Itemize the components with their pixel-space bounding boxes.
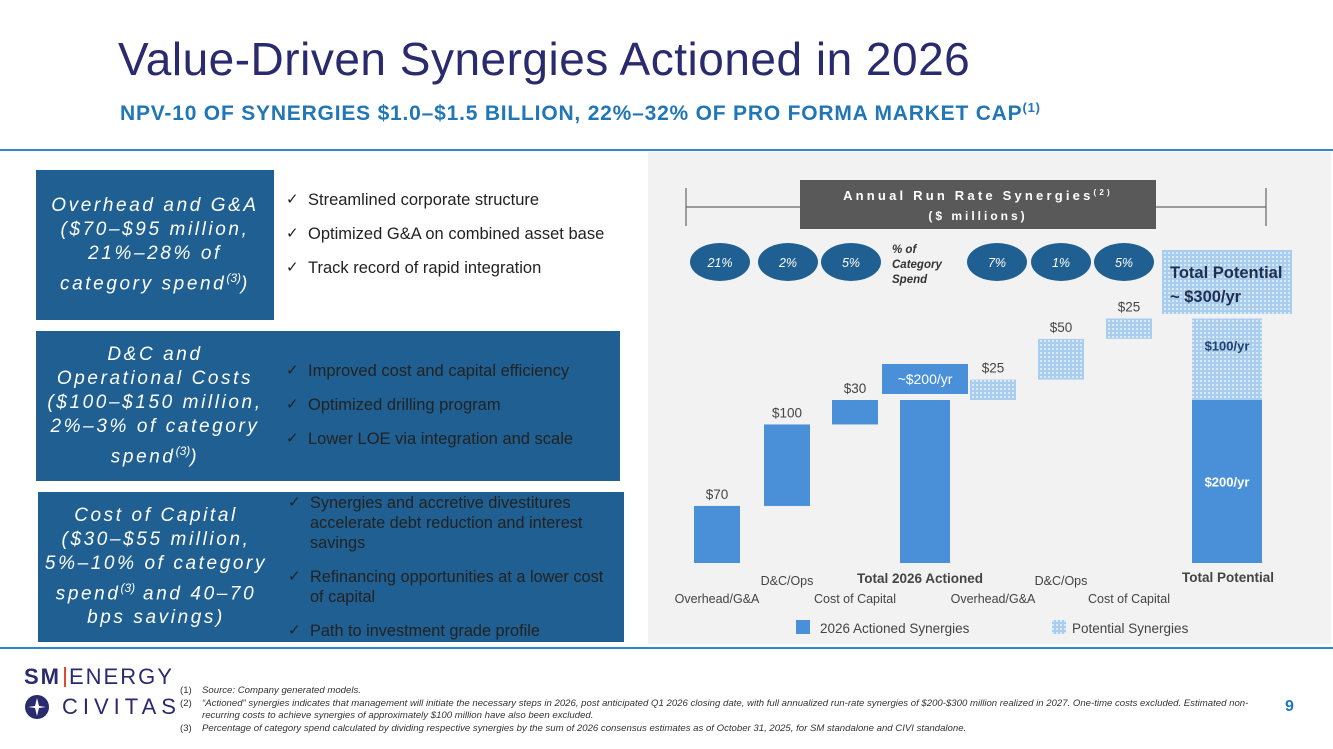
sm-energy-logo: SM ENERGY	[24, 664, 174, 689]
pct-ellipse	[758, 243, 818, 281]
bar-total-actioned	[1192, 400, 1262, 563]
bar-actioned	[764, 424, 810, 506]
bullet-item: ✓ Improved cost and capital efficiency	[286, 362, 570, 380]
pct-ellipse	[1031, 243, 1091, 281]
check-icon: ✓	[286, 430, 299, 447]
pct-value: 21%	[706, 256, 732, 270]
page-subtitle: NPV-10 OF SYNERGIES $1.0–$1.5 BILLION, 2…	[120, 100, 1041, 125]
bar-potential	[970, 379, 1016, 400]
x-axis-label: Cost of Capital	[1088, 592, 1170, 606]
bar-value-label: $25	[1118, 300, 1141, 315]
bar-value-label: $100	[772, 405, 802, 420]
check-icon: ✓	[286, 259, 299, 276]
page-number: 9	[1285, 698, 1294, 715]
bullets-dc-ops: ✓ Improved cost and capital efficiency ✓ O…	[286, 361, 616, 463]
legend-label-potential: Potential Synergies	[1072, 621, 1189, 636]
check-icon: ✓	[288, 568, 301, 585]
pct-value: 5%	[842, 256, 860, 270]
x-axis-label: D&C/Ops	[761, 574, 814, 588]
pct-value: 2%	[778, 256, 797, 270]
bar-value-label: $50	[1050, 320, 1073, 335]
bullet-item: ✓ Lower LOE via integration and scale	[286, 430, 574, 448]
legend-swatch-potential	[1052, 620, 1066, 634]
bullet-item: ✓ Track record of rapid integration	[286, 259, 542, 277]
bar-inner-label: $100/yr	[1205, 339, 1250, 354]
footnote-item: (3) Percentage of category spend calculat…	[180, 722, 967, 734]
bullet-item: ✓ Optimized G&A on combined asset base	[286, 225, 605, 243]
chart-panel: Annual Run Rate Synergies(2) ($ millions…	[648, 152, 1331, 644]
pct-ellipse	[967, 243, 1027, 281]
pct-category-label: % of Category Spend	[892, 244, 942, 286]
bar-value-label: $25	[982, 361, 1005, 376]
category-box-cost-of-capital: Cost of Capital ($30–$55 million, 5%–10%…	[38, 492, 624, 642]
total-potential-label: Total Potential ~ $300/yr	[1170, 264, 1282, 306]
page-title: Value-Driven Synergies Actioned in 2026	[118, 33, 971, 85]
bullet-item: ✓ Refinancing opportunities at a lower co…	[288, 568, 604, 606]
bar-value-label: ~$200/yr	[898, 371, 953, 387]
bar-actioned	[694, 505, 740, 563]
x-axis-label: Total 2026 Actioned	[857, 571, 983, 586]
bar-actioned_total	[900, 400, 950, 563]
footnote-item: (2) “Actioned” synergies indicates that m…	[180, 697, 1249, 722]
check-icon: ✓	[286, 396, 299, 413]
footnote-item: (1) Source: Company generated models.	[180, 685, 361, 696]
check-icon: ✓	[286, 225, 299, 242]
bullets-cost-of-capital: ✓ Synergies and accretive divestitures ac…	[288, 493, 618, 655]
bar-potential	[1106, 318, 1152, 339]
civitas-mark-icon	[25, 695, 49, 719]
pct-ellipse	[1094, 243, 1154, 281]
pct-ellipse	[821, 243, 881, 281]
check-icon: ✓	[288, 494, 301, 511]
bar-actioned	[832, 400, 878, 425]
bar-value-label: $30	[844, 381, 867, 396]
bar-inner-label: $200/yr	[1205, 475, 1250, 490]
total-potential-box	[1162, 250, 1292, 314]
bar-total-potential	[1192, 318, 1262, 400]
header-divider	[0, 149, 1333, 151]
check-icon: ✓	[288, 622, 301, 639]
footnotes: (1) Source: Company generated models. (2)…	[180, 685, 1260, 735]
check-icon: ✓	[286, 191, 299, 208]
category-box-dc-ops: D&C and Operational Costs ($100–$150 mil…	[36, 331, 620, 481]
pct-value: 7%	[988, 256, 1006, 270]
bar-potential	[1038, 338, 1084, 380]
chart-title: Annual Run Rate Synergies(2)	[843, 188, 1113, 203]
synergy-waterfall-chart: Annual Run Rate Synergies(2) ($ millions…	[675, 180, 1292, 636]
x-axis-label: Cost of Capital	[814, 592, 896, 606]
x-axis-label: D&C/Ops	[1035, 574, 1088, 588]
x-axis-label: Overhead/G&A	[675, 592, 760, 606]
bullet-item: ✓ Path to investment grade profile	[288, 622, 540, 640]
bullet-item: ✓ Optimized drilling program	[286, 396, 501, 414]
bullet-item: ✓ Synergies and accretive divestitures ac…	[288, 494, 583, 552]
chart-title-box	[800, 180, 1156, 229]
x-axis-label: Overhead/G&A	[951, 592, 1036, 606]
bar-value-label: $70	[706, 487, 729, 502]
pct-ellipse	[690, 243, 750, 281]
category-box-overhead: Overhead and G&A ($70–$95 million, 21%–2…	[36, 170, 274, 320]
pct-value: 5%	[1115, 256, 1133, 270]
pct-value: 1%	[1052, 256, 1070, 270]
check-icon: ✓	[286, 362, 299, 379]
x-axis-label: Total Potential	[1182, 570, 1274, 585]
bullet-item: ✓ Streamlined corporate structure	[286, 191, 540, 209]
legend-label-actioned: 2026 Actioned Synergies	[820, 621, 970, 636]
civitas-logo: CIVITAS	[24, 694, 181, 720]
actioned-total-label-box	[882, 364, 968, 394]
bullets-overhead: ✓ Streamlined corporate structure ✓ Optimi…	[286, 190, 606, 292]
legend-swatch-actioned	[796, 620, 810, 634]
chart-subtitle: ($ millions)	[928, 209, 1027, 223]
footer-divider	[0, 647, 1333, 649]
